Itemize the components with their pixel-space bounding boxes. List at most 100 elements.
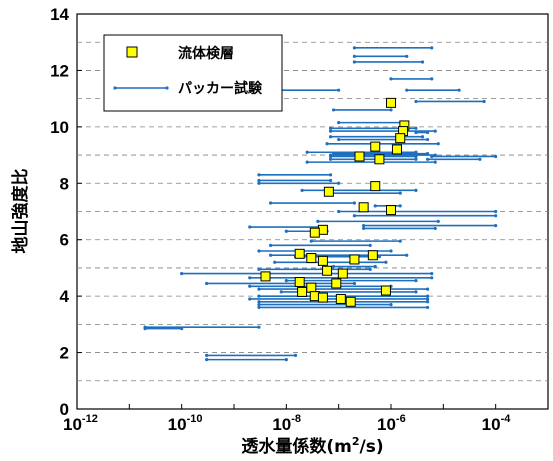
- packer-test-start-point: [257, 303, 261, 307]
- packer-test-start-point: [328, 157, 333, 161]
- packer-test-end-point: [425, 297, 430, 301]
- packer-test-end-point: [180, 326, 184, 331]
- x-axis-ticks: 10-12 10-10 10-8 10-6 10-4: [63, 404, 549, 434]
- packer-test-start-point: [425, 157, 430, 161]
- packer-test-end-point: [389, 108, 393, 112]
- packer-test-start-point: [284, 229, 288, 233]
- x-tick-label: 10-8: [272, 413, 301, 434]
- packer-test-end-point: [425, 300, 430, 304]
- legend-line-start-dot: [113, 86, 117, 90]
- packer-test-start-point: [248, 276, 252, 280]
- packer-test-start-point: [180, 271, 184, 276]
- packer-test-end-point: [352, 281, 357, 286]
- packer-test-end-point: [436, 142, 440, 146]
- packer-test-end-point: [377, 255, 381, 259]
- fluid-logging-point: [294, 248, 305, 259]
- packer-test-end-point: [414, 154, 418, 159]
- packer-test-start-point: [257, 305, 261, 310]
- packer-test-start-point: [300, 188, 304, 192]
- packer-test-start-point: [328, 135, 333, 139]
- packer-test-start-point: [268, 253, 273, 257]
- fluid-logging-point: [306, 253, 317, 264]
- packer-test-end-point: [389, 249, 393, 253]
- packer-test-start-point: [414, 130, 418, 135]
- fluid-logging-point: [391, 144, 402, 155]
- fluid-logging-point: [374, 154, 385, 165]
- fluid-logging-point: [309, 227, 320, 238]
- x-tick-label: 10-10: [168, 413, 203, 434]
- packer-test-end-point: [398, 204, 402, 208]
- packer-test-start-point: [405, 88, 409, 92]
- packer-test-start-point: [331, 264, 336, 269]
- packer-test-end-point: [433, 160, 437, 164]
- packer-test-end-point: [482, 99, 486, 104]
- packer-test-end-point: [257, 325, 261, 329]
- packer-test-end-point: [478, 157, 482, 161]
- fluid-logging-point: [370, 141, 381, 152]
- fluid-logging-point: [297, 286, 308, 297]
- fluid-logging-point: [337, 268, 348, 279]
- packer-test-end-point: [328, 178, 333, 183]
- packer-test-start-point: [305, 160, 309, 164]
- packer-test-end-point: [425, 305, 430, 310]
- legend-label-fluid-logging: 流体検層: [178, 45, 234, 62]
- fluid-logging-point: [395, 133, 406, 144]
- y-tick-label: 10: [50, 118, 69, 137]
- fluid-logging-point: [323, 186, 334, 197]
- packer-test-end-point: [420, 135, 425, 139]
- packer-test-end-point: [389, 303, 393, 307]
- packer-test-start-point: [205, 353, 209, 357]
- packer-test-start-point: [362, 224, 366, 228]
- packer-test-end-point: [368, 243, 372, 247]
- legend: 流体検層 パッカー試験: [103, 34, 283, 112]
- packer-test-start-point: [257, 294, 261, 298]
- packer-test-start-point: [257, 173, 261, 177]
- fluid-logging-point: [322, 265, 333, 276]
- packer-test-start-point: [328, 129, 333, 133]
- x-tick-label: 10-4: [482, 413, 512, 434]
- fluid-logging-point: [306, 282, 317, 293]
- packer-test-start-point: [257, 300, 261, 304]
- legend-box: [103, 34, 283, 112]
- packer-test-start-point: [328, 154, 333, 159]
- packer-test-end-point: [368, 267, 372, 271]
- fluid-logging-point: [386, 205, 396, 216]
- packer-test-start-point: [352, 46, 357, 50]
- packer-test-start-point: [430, 154, 434, 159]
- fluid-logging-point: [370, 181, 381, 192]
- packer-test-end-point: [430, 271, 434, 276]
- fluid-logging-point: [380, 285, 391, 296]
- packer-test-end-point: [384, 260, 388, 264]
- packer-test-end-point: [425, 287, 430, 291]
- packer-test-end-point: [352, 201, 357, 205]
- packer-test-end-point: [430, 77, 434, 81]
- packer-test-end-point: [430, 276, 434, 280]
- packer-test-start-point: [389, 77, 393, 81]
- y-axis-ticks: 0 2 4 6 8 10 12 14: [50, 5, 82, 419]
- packer-test-end-point: [405, 54, 409, 58]
- packer-test-start-point: [284, 279, 288, 283]
- packer-test-start-point: [352, 54, 357, 58]
- packer-test-start-point: [328, 126, 333, 130]
- packer-test-start-point: [257, 287, 261, 291]
- packer-test-end-point: [425, 294, 430, 298]
- packer-test-end-point: [414, 188, 418, 192]
- y-tick-label: 0: [60, 400, 69, 419]
- packer-test-start-point: [414, 99, 418, 104]
- packer-test-start-point: [257, 178, 261, 183]
- packer-test-start-point: [337, 209, 341, 214]
- y-tick-label: 4: [60, 287, 70, 306]
- packer-test-end-point: [293, 353, 298, 357]
- legend-marker-icon: [126, 46, 138, 58]
- packer-test-end-point: [457, 88, 461, 92]
- packer-test-start-point: [352, 60, 357, 64]
- fluid-logging-point: [386, 97, 396, 108]
- packer-test-end-point: [284, 358, 288, 362]
- fluid-logging-point: [294, 277, 305, 288]
- packer-test-end-point: [494, 154, 498, 159]
- fluid-logging-point: [345, 296, 356, 307]
- packer-test-end-point: [414, 157, 418, 161]
- fluid-logging-point: [354, 151, 365, 162]
- packer-test-end-point: [494, 224, 498, 228]
- x-axis-title: 透水量係数(m2/s): [241, 435, 383, 457]
